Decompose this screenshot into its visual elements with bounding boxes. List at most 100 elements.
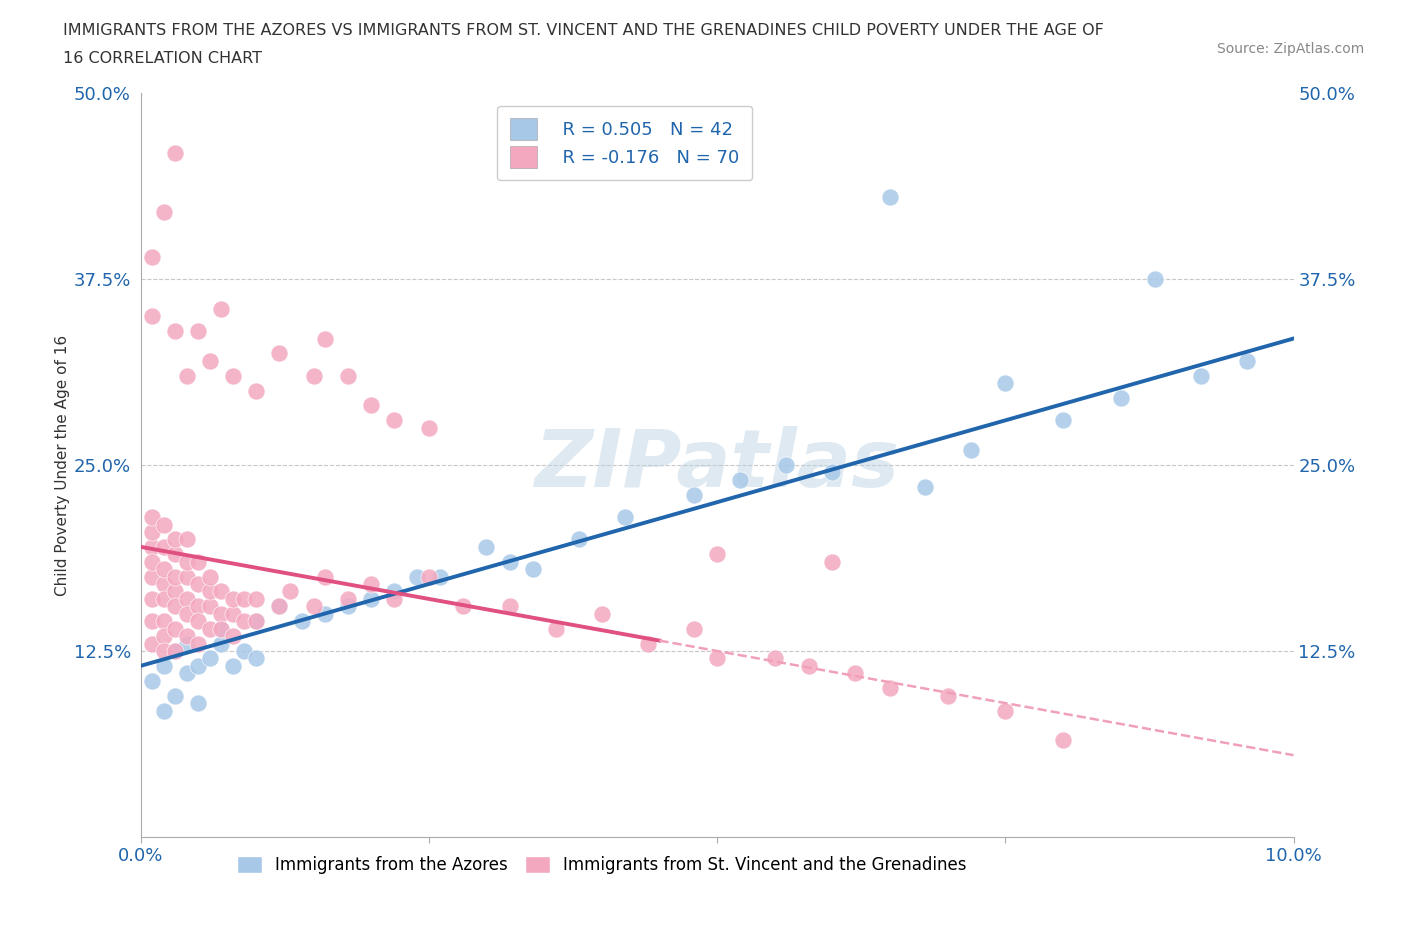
- Point: [1236, 353, 1258, 368]
- Point: [198, 569, 221, 584]
- Point: [1052, 413, 1074, 428]
- Point: [187, 636, 209, 651]
- Point: [187, 599, 209, 614]
- Point: [233, 591, 256, 606]
- Point: [165, 644, 187, 658]
- Point: [245, 614, 267, 629]
- Legend: Immigrants from the Azores, Immigrants from St. Vincent and the Grenadines: Immigrants from the Azores, Immigrants f…: [231, 849, 973, 881]
- Point: [498, 554, 520, 569]
- Text: Source: ZipAtlas.com: Source: ZipAtlas.com: [1216, 42, 1364, 56]
- Point: [165, 324, 187, 339]
- Point: [222, 591, 245, 606]
- Point: [198, 599, 221, 614]
- Point: [209, 621, 232, 636]
- Point: [453, 599, 475, 614]
- Point: [165, 569, 187, 584]
- Point: [1189, 368, 1212, 383]
- Point: [959, 443, 981, 458]
- Point: [152, 205, 174, 219]
- Point: [141, 614, 163, 629]
- Point: [176, 666, 198, 681]
- Point: [187, 577, 209, 591]
- Point: [245, 383, 267, 398]
- Text: IMMIGRANTS FROM THE AZORES VS IMMIGRANTS FROM ST. VINCENT AND THE GRENADINES CHI: IMMIGRANTS FROM THE AZORES VS IMMIGRANTS…: [63, 23, 1104, 38]
- Point: [337, 591, 360, 606]
- Point: [176, 368, 198, 383]
- Point: [314, 606, 336, 621]
- Point: [522, 562, 544, 577]
- Point: [165, 599, 187, 614]
- Point: [728, 472, 751, 487]
- Point: [222, 629, 245, 644]
- Point: [152, 539, 174, 554]
- Point: [209, 301, 232, 316]
- Point: [418, 420, 440, 435]
- Point: [799, 658, 821, 673]
- Point: [280, 584, 302, 599]
- Point: [152, 658, 174, 673]
- Point: [152, 629, 174, 644]
- Point: [187, 554, 209, 569]
- Point: [683, 621, 706, 636]
- Point: [141, 309, 163, 324]
- Point: [198, 584, 221, 599]
- Point: [165, 145, 187, 160]
- Point: [141, 525, 163, 539]
- Point: [382, 413, 405, 428]
- Point: [152, 562, 174, 577]
- Point: [337, 368, 360, 383]
- Point: [337, 599, 360, 614]
- Point: [821, 465, 844, 480]
- Point: [291, 614, 314, 629]
- Point: [498, 599, 520, 614]
- Point: [314, 331, 336, 346]
- Point: [683, 487, 706, 502]
- Point: [267, 346, 290, 361]
- Point: [245, 614, 267, 629]
- Point: [233, 614, 256, 629]
- Point: [994, 703, 1017, 718]
- Point: [775, 458, 797, 472]
- Point: [198, 353, 221, 368]
- Point: [165, 584, 187, 599]
- Point: [141, 510, 163, 525]
- Point: [222, 658, 245, 673]
- Text: 16 CORRELATION CHART: 16 CORRELATION CHART: [63, 51, 263, 66]
- Point: [1109, 391, 1132, 405]
- Point: [141, 636, 163, 651]
- Point: [302, 599, 325, 614]
- Point: [222, 606, 245, 621]
- Point: [209, 621, 232, 636]
- Point: [382, 584, 405, 599]
- Point: [152, 577, 174, 591]
- Y-axis label: Child Poverty Under the Age of 16: Child Poverty Under the Age of 16: [55, 335, 70, 595]
- Point: [187, 324, 209, 339]
- Point: [176, 606, 198, 621]
- Point: [879, 681, 901, 696]
- Point: [152, 644, 174, 658]
- Point: [245, 651, 267, 666]
- Point: [152, 591, 174, 606]
- Point: [187, 696, 209, 711]
- Point: [360, 577, 382, 591]
- Point: [314, 569, 336, 584]
- Point: [165, 532, 187, 547]
- Point: [209, 584, 232, 599]
- Point: [165, 644, 187, 658]
- Point: [141, 569, 163, 584]
- Point: [475, 539, 498, 554]
- Point: [233, 644, 256, 658]
- Point: [141, 539, 163, 554]
- Point: [187, 658, 209, 673]
- Point: [176, 554, 198, 569]
- Point: [165, 688, 187, 703]
- Point: [360, 591, 382, 606]
- Point: [879, 190, 901, 205]
- Point: [613, 510, 636, 525]
- Point: [152, 703, 174, 718]
- Point: [994, 376, 1017, 391]
- Point: [706, 547, 728, 562]
- Point: [936, 688, 959, 703]
- Point: [176, 532, 198, 547]
- Point: [382, 591, 405, 606]
